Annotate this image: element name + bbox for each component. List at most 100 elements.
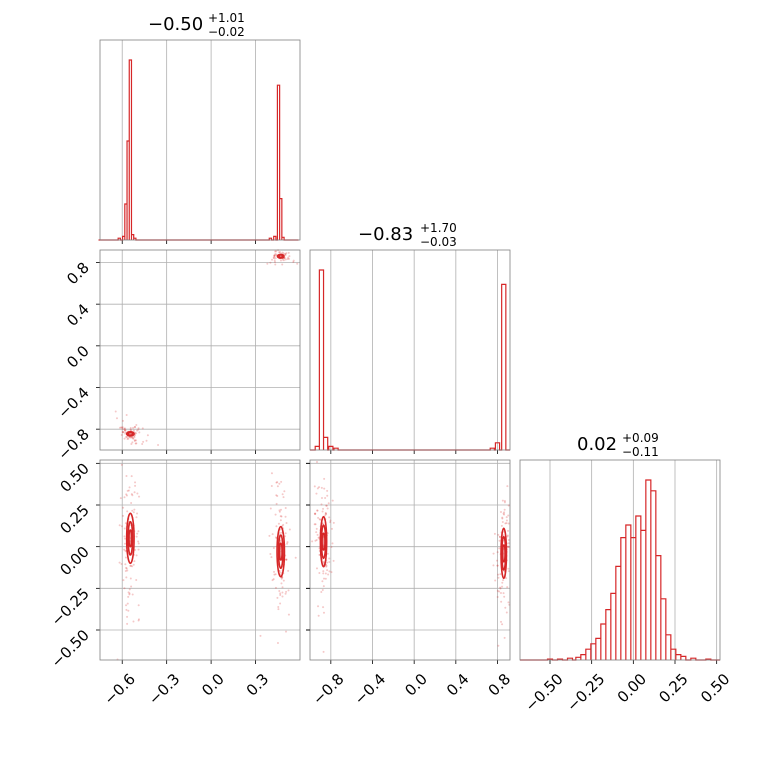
scatter-point [288,528,291,531]
scatter-point [276,596,279,599]
scatter-point [131,565,134,568]
scatter-point [502,579,505,582]
scatter-point [287,569,290,572]
scatter-point [324,512,327,515]
scatter-point [323,487,326,490]
scatter-point [123,427,126,430]
scatter-point [120,562,123,565]
scatter-point [271,579,274,582]
scatter-point [270,485,273,488]
panel-frame [309,249,511,451]
scatter-point [283,490,286,493]
scatter-point [276,494,279,497]
title-param-2: 0.02 +0.09 −0.11 [577,431,659,459]
scatter-point [132,620,135,623]
scatter-point [503,501,506,504]
scatter-point [125,493,128,496]
scatter-point [501,499,504,502]
scatter-point [275,253,278,256]
scatter-point [502,592,505,595]
panel-frame [99,39,301,241]
scatter-point [276,485,279,488]
scatter-point [507,542,510,545]
x-tick-label-3: 0.3 [243,670,273,700]
scatter-point [503,595,506,598]
scatter-point [322,507,325,510]
scatter-point [277,608,280,611]
scatter-point [325,504,328,507]
contour-1-2 [500,527,508,580]
scatter-point [271,258,274,261]
scatter-point [326,489,329,492]
scatter-point [296,262,299,265]
scatter-point [285,558,288,561]
scatter-point [275,250,278,253]
y-tick-label-4: 0.8 [63,259,93,289]
scatter-point [323,477,326,480]
scatter-point [324,577,327,580]
scatter-point [277,605,280,608]
scatter-point [272,547,275,550]
contour-0-2 [125,512,135,565]
scatter-point [125,413,128,416]
scatter-point [134,484,137,487]
title-0-median: −0.50 [148,14,203,35]
scatter-point [330,546,333,549]
scatter-point [494,579,497,582]
scatter-point [284,558,287,561]
scatter-point [315,527,318,530]
scatter-point [137,548,140,551]
scatter-point [130,585,133,588]
scatter-point [506,546,509,549]
scatter-point [134,481,137,484]
scatter-point [507,522,510,525]
scatter-point [503,500,506,503]
scatter-point [315,531,318,534]
scatter-point [125,608,128,611]
x-tick-label-0: −0.50 [522,670,567,715]
scatter-point [330,571,333,574]
panel-2-2: −0.50−0.25 0.00 0.25 0.50 [519,459,733,715]
scatter-point [123,548,126,551]
scatter-point [506,535,509,538]
scatter-point [276,481,279,484]
scatter-point [278,509,281,512]
scatter-point [499,573,502,576]
contour-1-2 [276,525,286,578]
scatter-point [118,561,121,564]
contour-0-1 [127,520,134,556]
scatter-point [314,523,317,526]
x-tick-label-2: 0.0 [401,670,431,700]
scatter-point [127,591,130,594]
scatter-point [120,463,123,466]
scatter-point [326,507,329,510]
scatter-point [127,437,130,440]
scatter-point [137,530,140,533]
scatter-point [282,579,285,582]
scatter-point [285,630,288,633]
scatter-point [273,256,276,259]
scatter-point [497,576,500,579]
scatter-point [132,429,135,432]
scatter-point [507,567,510,570]
scatter-point [275,494,278,497]
y-tick-label-1: −0.4 [54,384,92,422]
scatter-point [321,580,324,583]
scatter-point [118,524,121,527]
scatter-point [127,595,130,598]
scatter-point [498,539,501,542]
scatter-point [286,542,289,545]
scatter-point [496,551,499,554]
scatter-point [501,516,504,519]
scatter-point [316,509,319,512]
scatter-point [316,533,319,536]
scatter-point [503,511,506,514]
scatter-point [123,496,126,499]
scatter-point [120,434,123,437]
scatter-point [275,502,278,505]
scatter-point [133,440,136,443]
scatter-point [121,426,124,429]
scatter-point [273,573,276,576]
histogram-0 [98,59,299,241]
scatter-point [311,540,314,543]
